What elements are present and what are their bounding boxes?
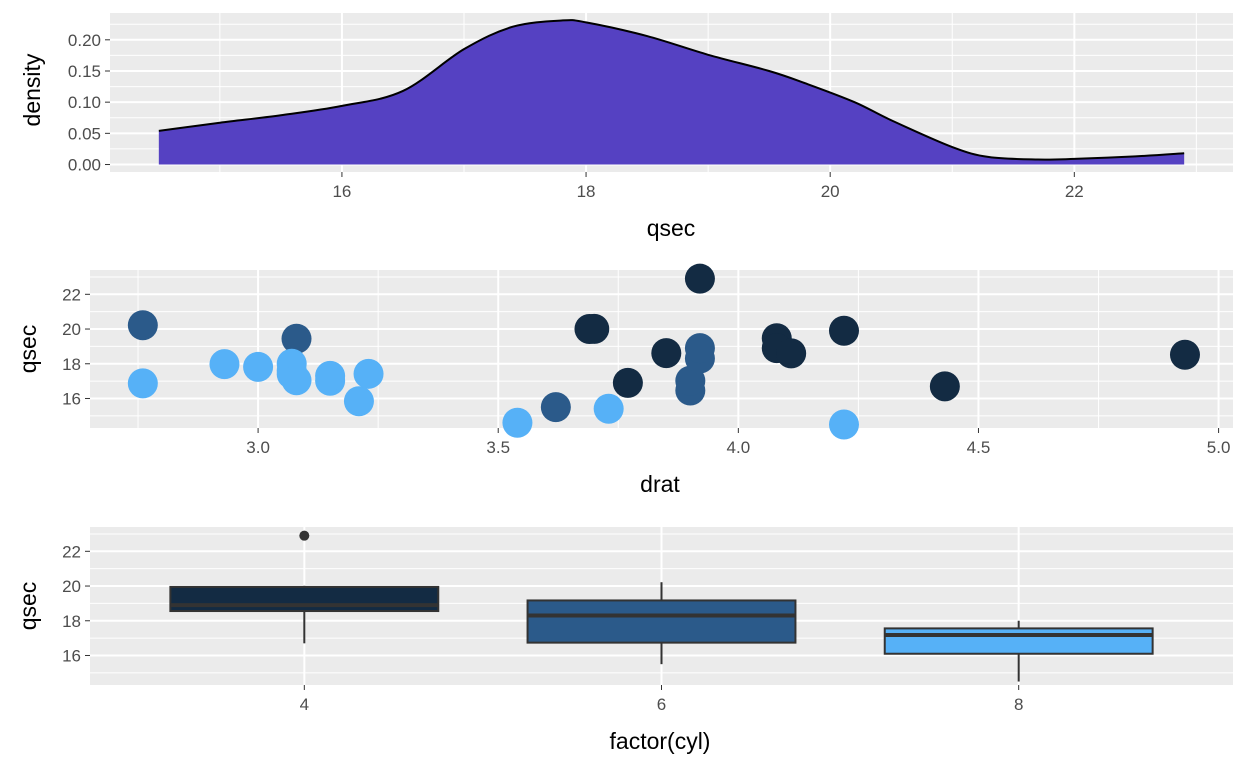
scatter-y-ticks: 16 18 20 22 [62,285,90,408]
boxplot-x-ticks: 4 6 8 [300,685,1023,714]
scatter-y-tick-label: 16 [62,389,81,408]
boxplot-marks [169,530,1154,682]
scatter-point [540,392,571,423]
scatter-point [651,338,682,369]
boxplot-outlier [299,530,310,541]
density-y-tick-label: 0.20 [68,31,101,50]
density-line [158,19,1185,161]
boxplot-y-tick-label: 20 [62,577,81,596]
scatter-point [209,349,240,380]
boxplot-y-axis-title: qsec [15,582,41,631]
density-x-axis-title: qsec [647,215,696,241]
scatter-point [593,393,624,424]
boxplot-box [883,627,1154,655]
scatter-y-tick-label: 22 [62,285,81,304]
scatter-point [281,323,312,354]
scatter-point [929,371,960,402]
boxplot-x-tick-label: 6 [657,695,666,714]
boxplot-panel: 4 6 8 16 18 20 22 factor(cyl) qsec [15,527,1233,754]
boxplot-x-tick-label: 8 [1014,695,1023,714]
scatter-marks [127,263,1200,440]
scatter-point [828,315,859,346]
density-marks [158,19,1185,165]
density-x-tick-label: 20 [821,182,840,201]
scatter-point [776,338,807,369]
scatter-x-tick-label: 5.0 [1207,438,1231,457]
scatter-x-tick-label: 4.0 [727,438,751,457]
scatter-point [828,409,859,440]
density-panel: 16 18 20 22 0.00 0.05 0.10 0.15 0.20 qsec densi… [19,13,1233,241]
density-y-axis-title: density [19,53,45,126]
scatter-point [353,358,384,389]
boxplot-y-ticks: 16 18 20 22 [62,542,90,665]
scatter-point [502,407,533,438]
scatter-grid [90,270,1233,428]
density-y-tick-label: 0.10 [68,93,101,112]
boxplot-x-axis-title: factor(cyl) [610,728,711,754]
boxplot-x-tick-label: 4 [300,695,309,714]
density-y-ticks: 0.00 0.05 0.10 0.15 0.20 [68,31,110,175]
density-x-ticks: 16 18 20 22 [332,172,1084,201]
scatter-point [243,351,274,382]
density-y-tick-label: 0.15 [68,62,101,81]
scatter-panel: 3.0 3.5 4.0 4.5 5.0 16 18 20 22 drat qsec [15,263,1233,497]
boxplot-y-tick-label: 18 [62,612,81,631]
boxplot-y-tick-label: 16 [62,646,81,665]
density-y-tick-label: 0.05 [68,124,101,143]
scatter-y-tick-label: 18 [62,355,81,374]
boxplot-box [526,599,797,644]
scatter-point [127,310,158,341]
density-x-tick-label: 16 [332,182,351,201]
density-area [158,20,1185,165]
scatter-x-axis-title: drat [640,471,680,497]
boxplot-box [169,585,440,613]
scatter-point [1169,339,1200,370]
density-y-tick-label: 0.00 [68,156,101,175]
boxplot-y-tick-label: 22 [62,542,81,561]
scatter-x-tick-label: 3.5 [486,438,510,457]
scatter-point [127,368,158,399]
scatter-y-tick-label: 20 [62,320,81,339]
scatter-point [343,386,374,417]
scatter-point [579,313,610,344]
scatter-point [315,360,346,391]
scatter-point [612,367,643,398]
scatter-x-tick-label: 3.0 [246,438,270,457]
scatter-point [684,333,715,364]
density-x-tick-label: 22 [1065,182,1084,201]
scatter-x-ticks: 3.0 3.5 4.0 4.5 5.0 [246,428,1230,457]
scatter-x-tick-label: 4.5 [967,438,991,457]
scatter-point [684,263,715,294]
scatter-y-axis-title: qsec [15,325,41,374]
scatter-point [281,365,312,396]
density-x-tick-label: 18 [577,182,596,201]
